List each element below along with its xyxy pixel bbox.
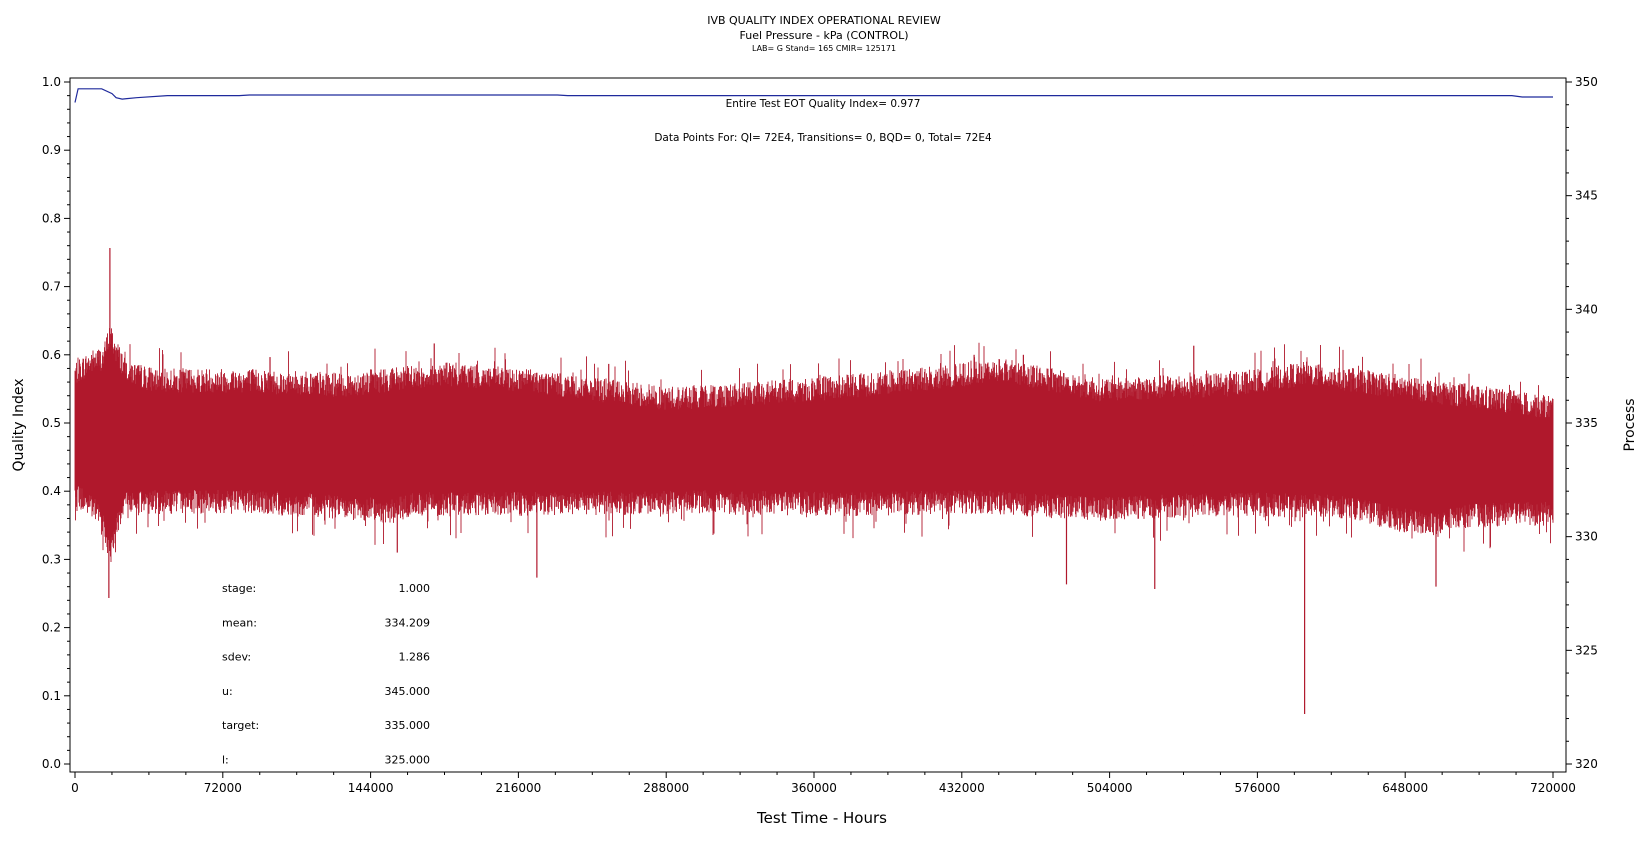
- y-tick-label: 0.5: [42, 416, 61, 430]
- stat-value: 334.209: [385, 616, 431, 629]
- chart-subtitle: Fuel Pressure - kPa (CONTROL): [739, 29, 909, 42]
- x-tick-label: 576000: [1234, 781, 1280, 795]
- stats-panel: stage: 1.000 mean: 334.209 sdev: 1.286 u: 345.0…: [222, 582, 430, 767]
- data-points-annotation: Data Points For: QI= 72E4, Transitions= …: [654, 132, 992, 144]
- y2-tick-label: 325: [1575, 643, 1598, 657]
- process-series: [74, 328, 1554, 562]
- x-tick-label: 432000: [939, 781, 985, 795]
- chart-info-line: LAB= G Stand= 165 CMIR= 125171: [751, 44, 897, 53]
- y-tick-label: 0.1: [42, 689, 61, 703]
- x-tick-label: 288000: [643, 781, 689, 795]
- x-tick-label: 720000: [1530, 781, 1576, 795]
- chart-title: IVB QUALITY INDEX OPERATIONAL REVIEW: [707, 14, 941, 27]
- y2-tick-label: 320: [1575, 757, 1598, 771]
- y-tick-label: 0.2: [42, 621, 61, 635]
- plot-frame: [69, 77, 1567, 773]
- y-tick-label: 0.7: [42, 280, 61, 294]
- x-tick-label: 504000: [1087, 781, 1133, 795]
- eot-quality-annotation: Entire Test EOT Quality Index= 0.977: [726, 98, 921, 110]
- stat-label: stage:: [222, 582, 256, 595]
- y2-tick-label: 335: [1575, 416, 1598, 430]
- x-tick-label: 648000: [1382, 781, 1428, 795]
- x-tick-label: 0: [71, 781, 79, 795]
- stat-label: l:: [222, 754, 229, 767]
- data-layer: [74, 88, 1554, 714]
- y2-tick-label: 330: [1575, 530, 1598, 544]
- stat-value: 325.000: [385, 754, 431, 767]
- x-tick-label: 360000: [791, 781, 837, 795]
- x-tick-label: 144000: [348, 781, 394, 795]
- axes-layer: 0.0 0.1 0.2 0.3 0.4 0.5 0.6 0.7 0.8 0.9 1.0 320 325 3…: [42, 75, 1598, 795]
- y-tick-label: 1.0: [42, 75, 61, 89]
- stat-value: 1.000: [399, 582, 431, 595]
- stat-value: 335.000: [385, 719, 431, 732]
- y-tick-label: 0.0: [42, 757, 61, 771]
- x-tick-label: 216000: [495, 781, 541, 795]
- y-tick-label: 0.6: [42, 348, 61, 362]
- x-tick-label: 72000: [204, 781, 242, 795]
- stat-label: mean:: [222, 616, 257, 629]
- stat-value: 345.000: [385, 685, 431, 698]
- y-tick-label: 0.3: [42, 552, 61, 566]
- y-tick-label: 0.4: [42, 484, 61, 498]
- y-tick-label: 0.8: [42, 211, 61, 225]
- stat-label: target:: [222, 719, 259, 732]
- y2-tick-label: 340: [1575, 302, 1598, 316]
- y2-axis-label: Process: [1622, 398, 1638, 451]
- y-axis-label: Quality Index: [11, 378, 27, 471]
- y2-tick-label: 350: [1575, 75, 1598, 89]
- y2-tick-label: 345: [1575, 189, 1598, 203]
- stat-label: sdev:: [222, 651, 251, 664]
- y-tick-label: 0.9: [42, 143, 61, 157]
- stat-value: 1.286: [399, 651, 431, 664]
- stat-label: u:: [222, 685, 233, 698]
- quality-index-line: [74, 88, 1553, 103]
- x-axis-label: Test Time - Hours: [756, 809, 887, 827]
